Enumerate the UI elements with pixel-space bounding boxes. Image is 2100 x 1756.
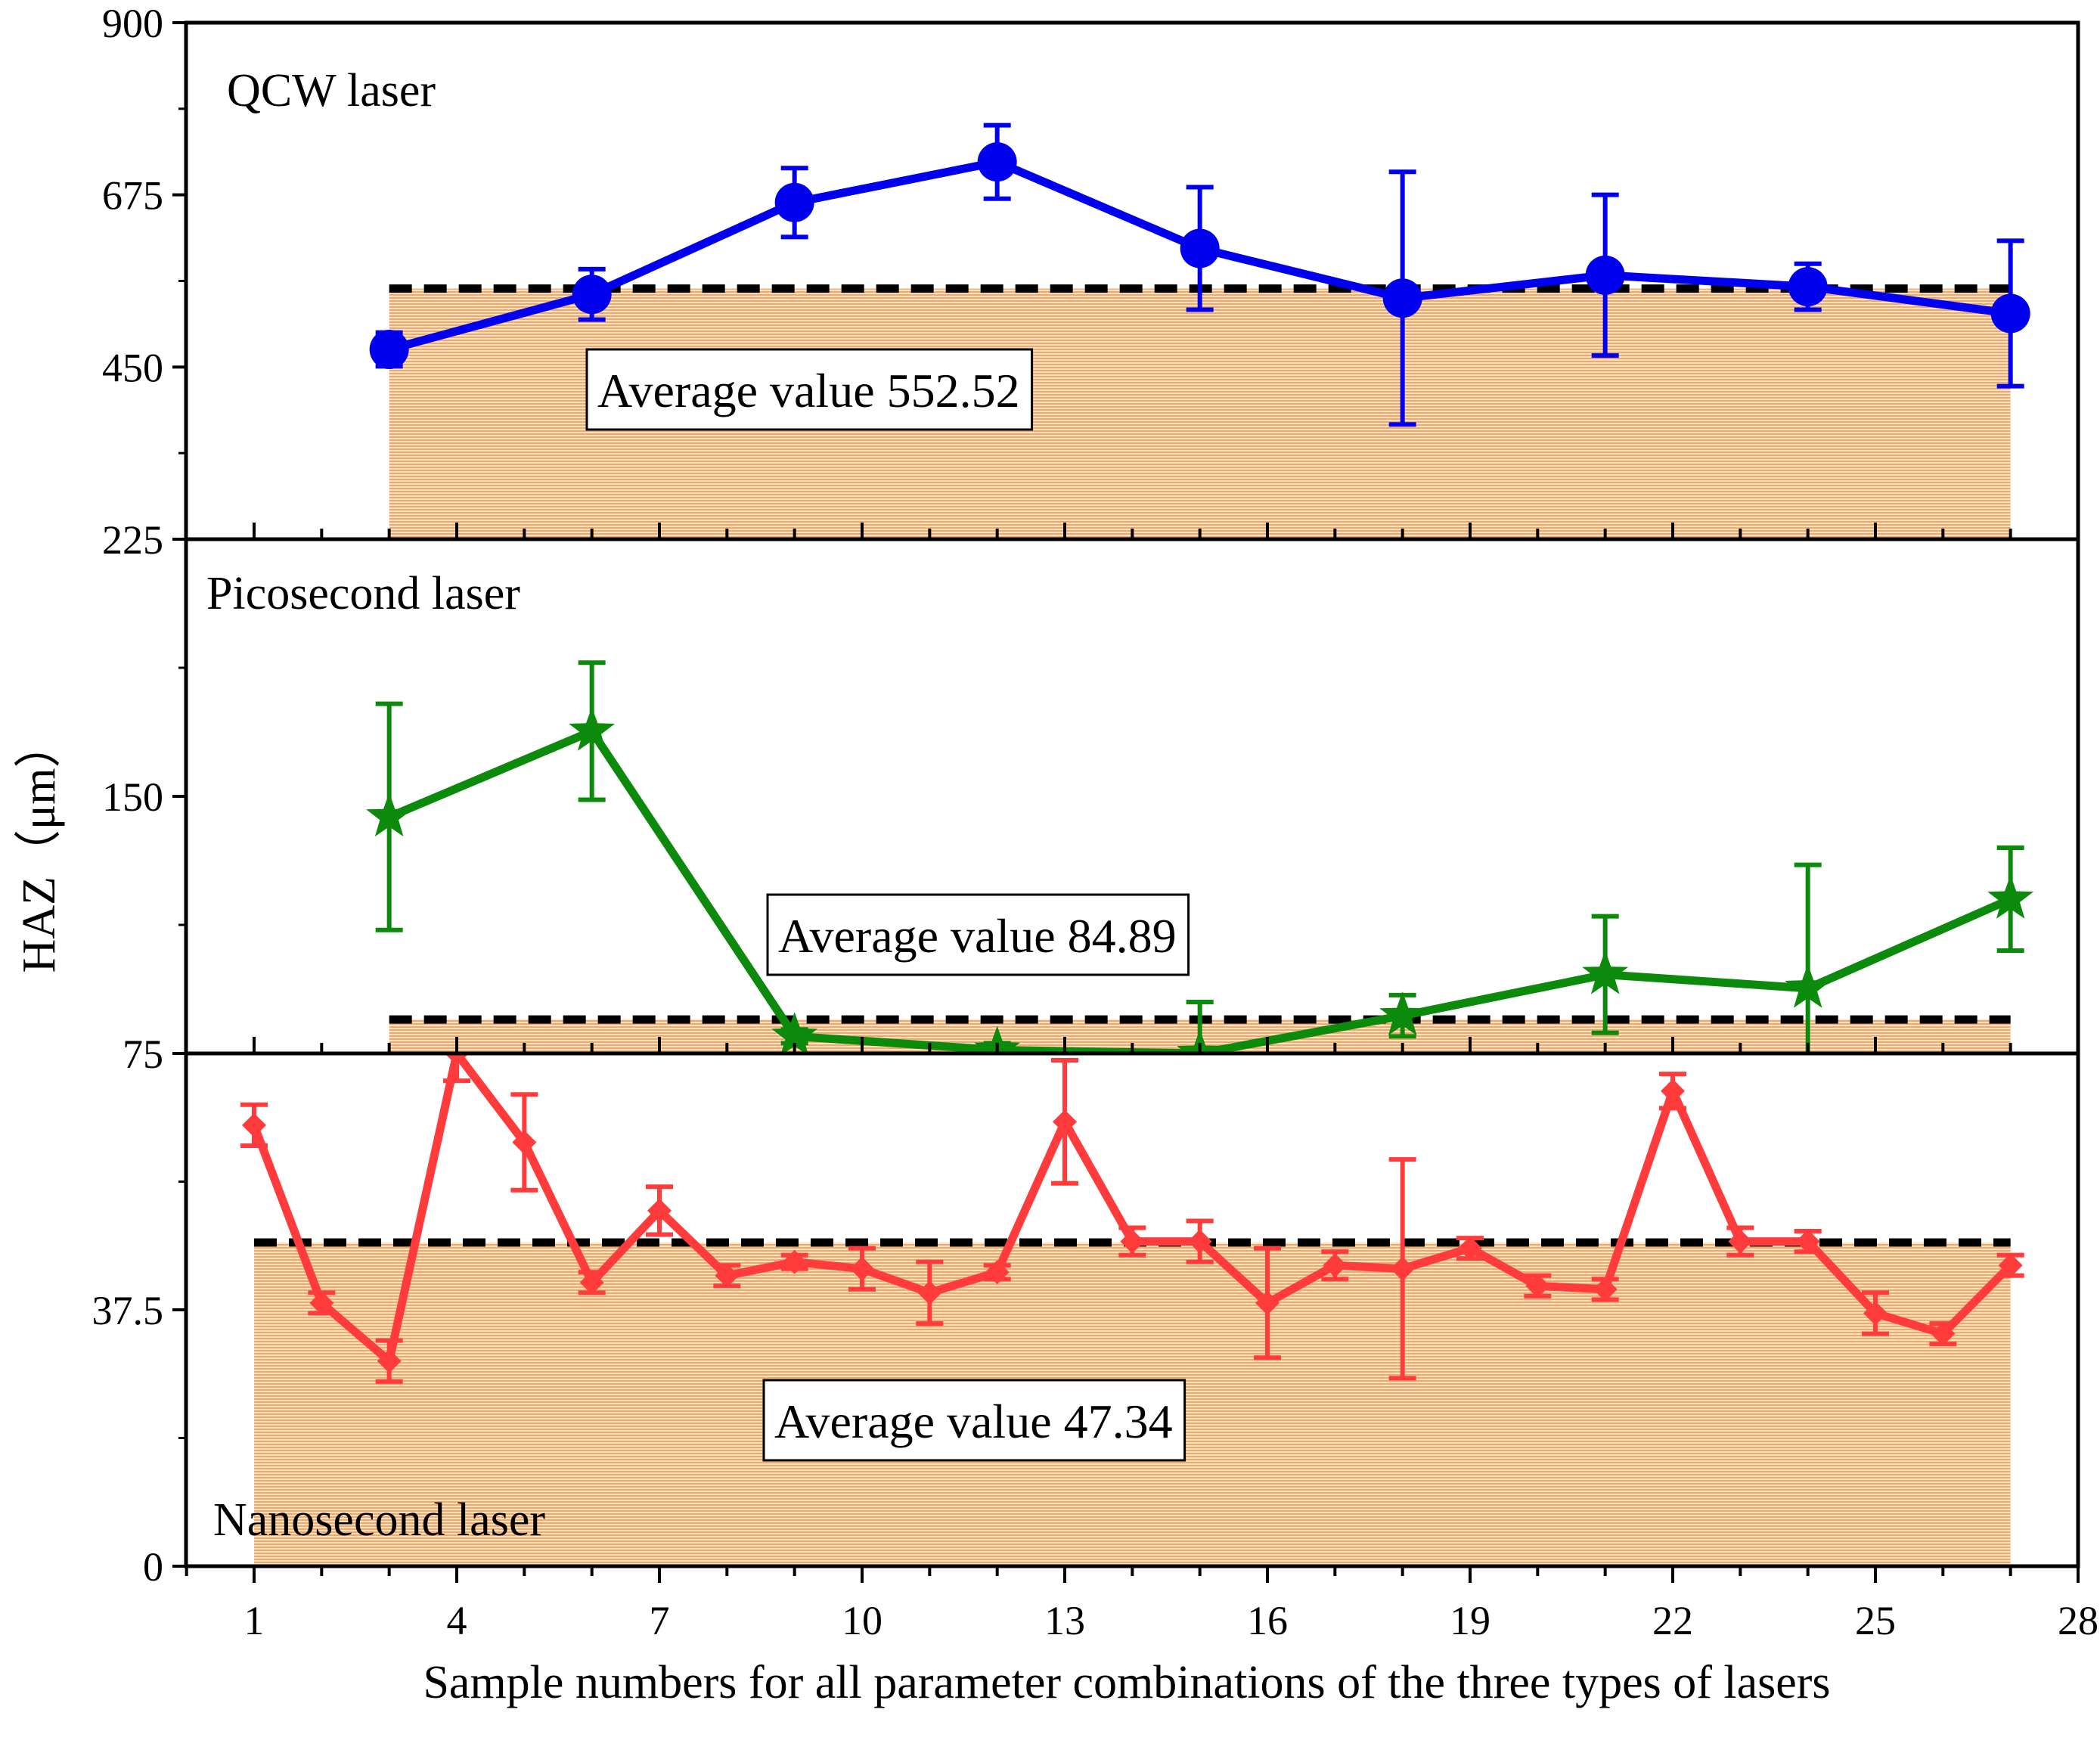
nano-panel: 37.5 0 Nanosecond laser Average value 47.34 [92,1051,2080,1590]
qcw-y-tick-label: 675 [102,173,163,219]
nano-y-tick-label: 37.5 [92,1288,164,1333]
qcw-point [1990,293,2030,334]
nano-point [1863,1301,1888,1326]
pico-point [1785,963,1832,1008]
nano-point [1998,1253,2023,1278]
nano-point [1053,1109,1077,1134]
x-tick-label: 4 [447,1598,467,1643]
nano-point [1728,1229,1753,1254]
pico-average-label-bg [766,893,1190,976]
nano-point [1390,1256,1415,1281]
qcw-point [1180,228,1220,268]
nano-data-group [240,1053,2024,1566]
nano-average-label: Average value 47.34 [774,1395,1173,1448]
qcw-y-tick-label: 900 [102,1,163,46]
nano-point [985,1260,1010,1285]
x-tick-label: 19 [1450,1598,1490,1643]
pico-y-tick-label: 150 [102,774,163,820]
qcw-point [369,330,409,370]
nano-point [242,1112,266,1137]
qcw-panel-title: QCW laser [227,65,436,116]
nano-point [445,1053,469,1066]
qcw-point [774,182,814,222]
qcw-point [572,275,612,315]
qcw-point [1585,255,1625,295]
pico-average-label-box: Average value 84.89 [766,893,1190,976]
x-tick-label: 22 [1652,1598,1693,1643]
nano-point [782,1249,807,1274]
qcw-average-label-box: Average value 552.52 [585,348,1034,431]
qcw-data-group [369,123,2030,539]
qcw-y-tick-label: 225 [102,517,163,563]
nano-point [309,1290,334,1315]
nano-point [1931,1321,1956,1346]
pico-y-tick-label: 75 [123,1032,163,1077]
nano-average-label-box: Average value 47.34 [762,1379,1186,1462]
qcw-panel: 900 675 450 225 QCW laser Average value 552.5… [102,1,2080,563]
x-tick-label: 28 [2058,1598,2098,1643]
nano-panel-title: Nanosecond laser [213,1494,545,1546]
nano-errorbar [443,1053,470,1084]
pico-point [771,1012,818,1053]
nano-point [647,1198,672,1223]
nano-point [1593,1277,1618,1301]
pico-point [569,706,616,751]
x-axis-title: Sample numbers for all parameter combina… [423,1657,1830,1708]
x-tick-label: 13 [1044,1598,1085,1643]
nano-point [917,1280,942,1305]
nano-point [1323,1253,1348,1278]
pico-point [366,793,413,837]
qcw-average-label-bg [585,348,1034,431]
x-tick-label: 25 [1855,1598,1896,1643]
nano-point [1458,1236,1482,1261]
nano-point [579,1270,604,1295]
pico-series-line [387,727,2012,1053]
pico-point [1177,1029,1224,1053]
pico-errorbar [1186,1000,1214,1053]
pico-point [1987,875,2034,919]
nano-point [1795,1229,1820,1254]
nano-point [1187,1229,1212,1254]
qcw-point [1382,278,1422,318]
x-tick-label: 16 [1247,1598,1288,1643]
x-tick-label: 1 [244,1598,265,1643]
pico-panel: 150 75 Picosecond laser Average value 84.89 [102,537,2080,1077]
nano-point [1525,1274,1550,1298]
nano-point [850,1256,874,1281]
pico-point [1379,991,1426,1035]
nano-point [1120,1229,1145,1254]
x-tick-label: 10 [842,1598,882,1643]
x-tick-label: 7 [650,1598,670,1643]
pico-average-label: Average value 84.89 [778,909,1177,963]
nano-point [1255,1290,1280,1315]
nano-average-label-bg [762,1379,1186,1462]
qcw-y-tick-label: 450 [102,345,163,390]
qcw-point [977,142,1017,182]
nano-y-tick-label: 0 [143,1544,163,1590]
pico-point [974,1025,1021,1053]
qcw-point [1788,267,1828,307]
nano-point [1661,1078,1685,1103]
nano-point [715,1263,740,1288]
nano-point [377,1348,402,1373]
y-axis-title: HAZ（μm） [14,721,65,973]
pico-panel-title: Picosecond laser [206,568,520,619]
pico-point [1582,950,1629,994]
qcw-average-label: Average value 552.52 [597,364,1020,417]
plot-layer: 900 675 450 225 QCW laser Average value 552.5… [92,1,2099,1643]
nano-point [512,1130,537,1155]
